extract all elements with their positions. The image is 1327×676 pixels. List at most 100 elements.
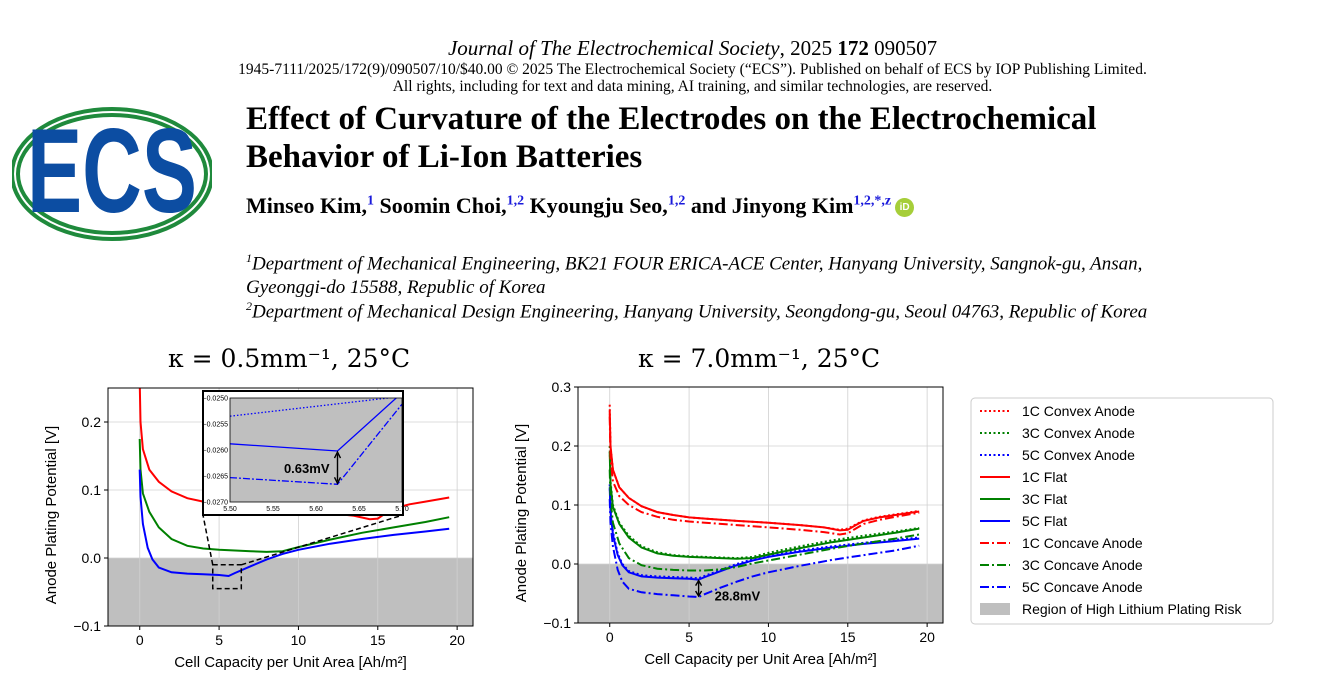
- article-number: 090507: [868, 36, 938, 60]
- rights-line-1: 1945-7111/2025/172(9)/090507/10/$40.00 ©…: [238, 61, 1147, 78]
- author-affil-sup[interactable]: 1,2,*,z: [853, 193, 892, 209]
- y-tick-label: −0.1: [73, 618, 101, 634]
- zoom-connector-line: [202, 514, 214, 565]
- affiliation-text: Gyeonggi-do 15588, Republic of Korea: [246, 277, 546, 299]
- y-tick-label: 0.0: [552, 556, 572, 572]
- affiliation-text: Department of Mechanical Engineering, BK…: [252, 253, 1143, 275]
- author-name: Minseo Kim,: [246, 193, 367, 218]
- author-name: and Jinyong Kim: [685, 193, 854, 218]
- x-tick-label: 5: [685, 629, 693, 645]
- affiliation-1: 1Department of Mechanical Engineering, B…: [246, 246, 1142, 300]
- inset-y-tick-label: −0.0270: [203, 500, 229, 507]
- legend-entry-label: 5C Convex Anode: [1022, 447, 1135, 463]
- inset-x-tick-label: 5.60: [309, 506, 323, 513]
- chart-2-title: κ = 7.0mm⁻¹, 25°C: [638, 344, 881, 373]
- rights-notice: 1945-7111/2025/172(9)/090507/10/$40.00 ©…: [0, 61, 1327, 95]
- y-axis-label: Anode Plating Potential [V]: [43, 426, 60, 604]
- x-tick-label: 0: [136, 632, 144, 648]
- paper-title: Effect of Curvature of the Electrodes on…: [246, 100, 1096, 176]
- inset-frame: [229, 397, 403, 503]
- paper-title-line-1: Effect of Curvature of the Electrodes on…: [246, 101, 1097, 137]
- annotation-arrowhead: [695, 579, 703, 586]
- inset-y-tick-label: −0.0265: [203, 474, 229, 481]
- journal-volume: 172: [837, 36, 869, 60]
- legend-entry-label: 3C Flat: [1022, 491, 1067, 507]
- inset-series-line: [230, 398, 394, 417]
- inset-y-tick-label: −0.0250: [203, 396, 229, 403]
- x-tick-label: 20: [449, 632, 465, 648]
- legend-entry-label: 3C Convex Anode: [1022, 425, 1135, 441]
- x-tick-label: 15: [840, 629, 856, 645]
- legend-entry-label: 1C Concave Anode: [1022, 535, 1143, 551]
- author-list: Minseo Kim,1 Soomin Choi,1,2 Kyoungju Se…: [246, 193, 915, 219]
- y-axis-label: Anode Plating Potential [V]: [513, 424, 530, 602]
- journal-name: Journal of The Electrochemical Society: [447, 36, 780, 60]
- series-group: [608, 404, 920, 599]
- zoom-connector-line: [241, 514, 404, 566]
- affiliation-2: 2Department of Mechanical Design Enginee…: [246, 294, 1147, 324]
- chart-legend: 1C Convex Anode 3C Convex Anode 5C Convex …: [970, 397, 1274, 625]
- series-line-3c-flat: [138, 438, 450, 553]
- x-tick-label: 10: [761, 629, 777, 645]
- paper-title-line-2: Behavior of Li-Ion Batteries: [246, 139, 643, 175]
- inset-arrowhead: [333, 477, 342, 485]
- legend-entry-label: 3C Concave Anode: [1022, 557, 1143, 573]
- legend-entry-label: Region of High Lithium Plating Risk: [1022, 601, 1242, 617]
- y-tick-label: 0.1: [82, 482, 102, 498]
- logo-text: ECS: [27, 104, 197, 238]
- rights-line-2: All rights, including for text and data …: [392, 78, 993, 95]
- series-line-5c-flat: [138, 469, 450, 578]
- plating-risk-region: [578, 564, 943, 623]
- series-line-3c-flat: [608, 451, 920, 560]
- journal-year: , 2025: [779, 36, 838, 60]
- inset-y-tick-label: −0.0255: [203, 422, 229, 429]
- chart-2: 0 5 10 15 20 −0.1 0.0 0.1 0.2 0.3 Cell Capacity pe…: [513, 379, 944, 668]
- affiliation-sup: 1: [246, 251, 252, 265]
- series-line-1c-concave-anode: [608, 416, 920, 536]
- chart-1: 0 5 10 15 20 −0.1 0.0 0.1 0.2 Cell Capacity per U…: [43, 387, 474, 671]
- legend-entry-label: 1C Convex Anode: [1022, 403, 1135, 419]
- y-tick-label: 0.3: [552, 379, 572, 395]
- annotation-label: 28.8mV: [715, 588, 761, 603]
- inset-y-tick-label: −0.0260: [203, 448, 229, 455]
- logo-ring-highlight: [14, 111, 210, 237]
- author-name: Soomin Choi,: [374, 193, 507, 218]
- y-tick-label: 0.1: [552, 497, 572, 513]
- x-axis-label: Cell Capacity per Unit Area [Ah/m²]: [644, 651, 877, 668]
- affiliation-text: Department of Mechanical Design Engineer…: [252, 301, 1148, 323]
- legend-entry-label: 5C Concave Anode: [1022, 579, 1143, 595]
- inset-annotation-label: 0.63mV: [284, 461, 330, 476]
- inset-arrowhead: [333, 450, 342, 459]
- y-tick-label: −0.1: [543, 615, 571, 631]
- inset-x-tick-label: 5.55: [266, 506, 280, 513]
- inset-x-tick-label: 5.50: [223, 506, 237, 513]
- plating-risk-region: [108, 558, 473, 626]
- author-affil-sup[interactable]: 1: [367, 193, 374, 209]
- annotation-arrowhead: [695, 590, 703, 598]
- author-name: Kyoungju Seo,: [524, 193, 668, 218]
- series-line-1c-flat: [608, 410, 920, 532]
- legend-entry-label: 1C Flat: [1022, 469, 1067, 485]
- series-line-5c-concave-anode: [608, 499, 920, 599]
- zoom-box: [211, 564, 243, 590]
- legend-entry-label: 5C Flat: [1022, 513, 1067, 529]
- x-axis-label: Cell Capacity per Unit Area [Ah/m²]: [174, 654, 407, 671]
- y-tick-label: 0.2: [82, 414, 102, 430]
- x-tick-label: 15: [370, 632, 386, 648]
- legend-frame: [970, 397, 1274, 625]
- plot-frame: [107, 387, 474, 627]
- author-affil-sup[interactable]: 1,2: [506, 193, 525, 209]
- ecs-logo: ECS: [10, 104, 214, 249]
- legend-swatch: [980, 603, 1010, 615]
- inset-x-tick-label: 5.70: [395, 506, 409, 513]
- x-tick-label: 20: [919, 629, 935, 645]
- y-tick-label: 0.2: [552, 438, 572, 454]
- inset-x-tick-label: 5.65: [352, 506, 366, 513]
- affiliation-sup: 2: [246, 299, 252, 313]
- x-tick-label: 0: [606, 629, 614, 645]
- author-affil-sup[interactable]: 1,2: [667, 193, 686, 209]
- x-tick-label: 10: [291, 632, 307, 648]
- y-tick-label: 0.0: [82, 550, 102, 566]
- orcid-icon[interactable]: iD: [895, 198, 915, 218]
